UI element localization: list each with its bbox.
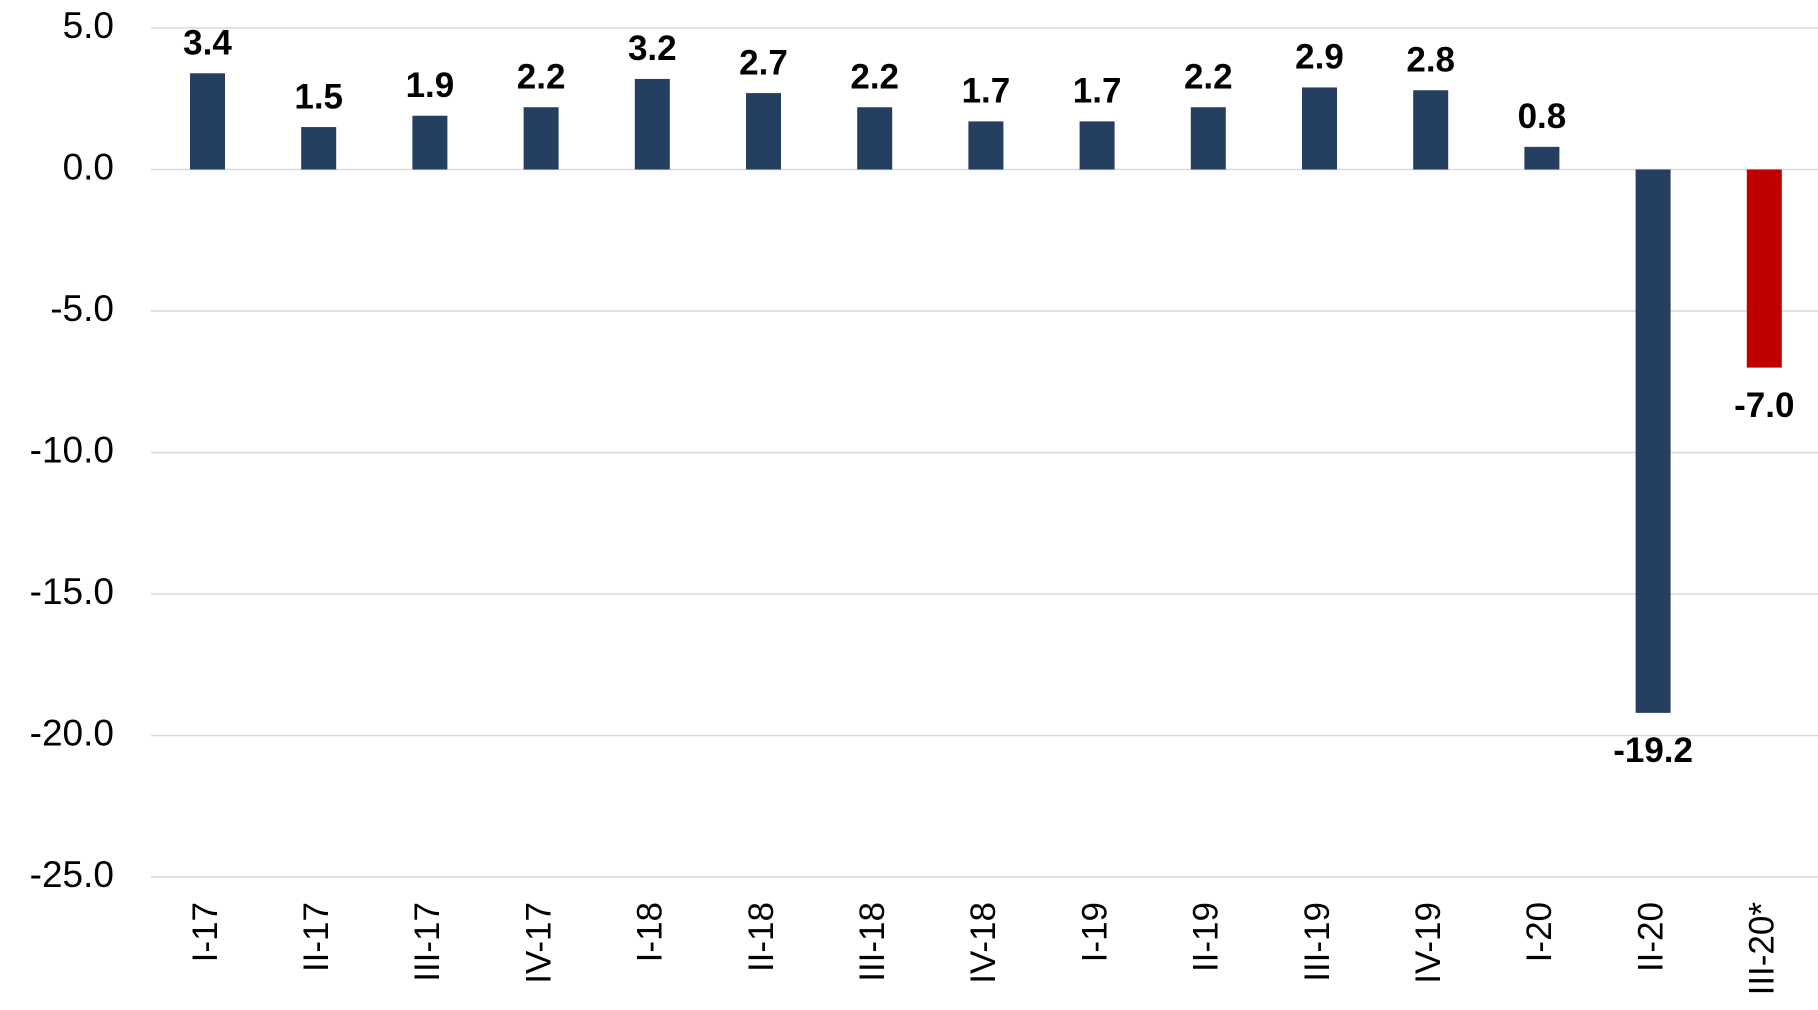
y-tick-label: 5.0 <box>63 5 114 46</box>
x-tick-label: II-19 <box>1187 902 1226 972</box>
x-tick-label: I-18 <box>631 902 670 962</box>
x-tick-label: I-20 <box>1520 902 1559 962</box>
bar <box>857 107 893 170</box>
bar <box>1190 107 1226 170</box>
bar <box>1746 169 1782 368</box>
bar <box>634 78 670 170</box>
x-tick-label: III-17 <box>408 902 447 982</box>
bar <box>412 115 448 170</box>
data-label: 1.7 <box>1073 72 1122 111</box>
data-label: 2.9 <box>1295 38 1344 77</box>
x-tick-label: IV-17 <box>519 902 558 984</box>
bar <box>523 107 559 170</box>
data-label: 2.2 <box>517 57 566 96</box>
bar <box>1079 121 1115 170</box>
y-tick-label: -15.0 <box>30 571 114 612</box>
bar <box>301 127 337 170</box>
x-tick-label: II-18 <box>742 902 781 972</box>
y-tick-label: -5.0 <box>50 288 114 329</box>
data-label: 1.7 <box>962 72 1011 111</box>
bar <box>746 93 781 170</box>
bar <box>190 73 225 170</box>
x-tick-label: IV-19 <box>1409 902 1448 984</box>
x-tick-label: III-19 <box>1298 902 1337 982</box>
data-label: 0.8 <box>1518 97 1567 136</box>
bar <box>968 121 1004 170</box>
data-label: 1.5 <box>294 77 343 116</box>
y-tick-label: -10.0 <box>30 429 114 470</box>
x-tick-label: I-19 <box>1075 902 1114 962</box>
data-label: 3.2 <box>628 29 677 68</box>
data-label: 2.2 <box>1184 57 1233 96</box>
data-label: 1.9 <box>406 66 455 105</box>
data-label: 2.7 <box>739 43 788 82</box>
x-tick-label: I-17 <box>186 902 225 962</box>
x-tick-label: III-20* <box>1743 902 1782 996</box>
data-label: 2.8 <box>1406 41 1455 80</box>
y-tick-label: -20.0 <box>30 712 114 753</box>
data-label: -19.2 <box>1613 731 1693 770</box>
bar <box>1635 169 1671 713</box>
x-tick-label: III-18 <box>853 902 892 982</box>
x-tick-label: IV-18 <box>964 902 1003 984</box>
bar <box>1302 87 1337 170</box>
x-tick-label: II-17 <box>297 902 336 972</box>
data-label: -7.0 <box>1734 386 1794 425</box>
y-tick-label: 0.0 <box>63 146 114 187</box>
bar <box>1524 146 1560 170</box>
data-label: 3.4 <box>183 24 232 63</box>
bar <box>1413 90 1449 170</box>
data-label: 2.2 <box>850 57 899 96</box>
y-tick-label: -25.0 <box>30 854 114 895</box>
x-tick-label: II-20 <box>1631 902 1670 972</box>
